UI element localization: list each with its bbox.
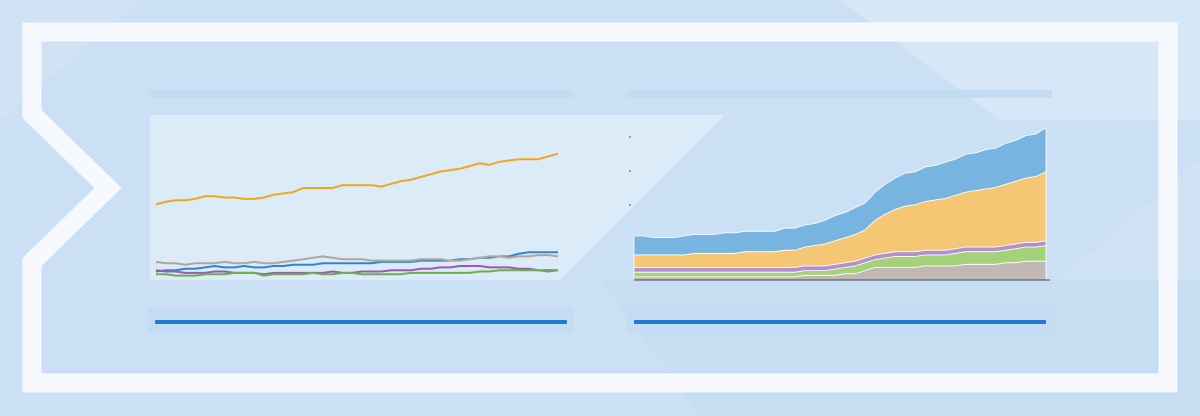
panel-header-bar: [148, 90, 573, 98]
series-line-2: [155, 251, 558, 273]
area-chart-panel: [627, 85, 1055, 335]
series-line-4: [155, 265, 558, 276]
line-chart: [155, 152, 559, 277]
y-tick-mark: [629, 204, 631, 206]
series-line-5: [156, 269, 559, 277]
series-line-3: [155, 254, 559, 266]
area-layer-5: [633, 126, 1047, 256]
panel-header-bar: [627, 90, 1052, 98]
footer-accent-line: [634, 320, 1046, 324]
panel-footer: [627, 307, 1052, 333]
y-tick-mark: [629, 136, 631, 138]
stacked-area-chart: [629, 126, 1050, 281]
background-facet: [150, 115, 725, 280]
chevron-frame: [22, 22, 1178, 393]
panel-footer: [148, 307, 573, 333]
series-line-1: [155, 152, 559, 206]
y-tick-mark: [629, 170, 631, 172]
line-chart-panel: [148, 85, 576, 335]
footer-accent-line: [155, 320, 567, 324]
